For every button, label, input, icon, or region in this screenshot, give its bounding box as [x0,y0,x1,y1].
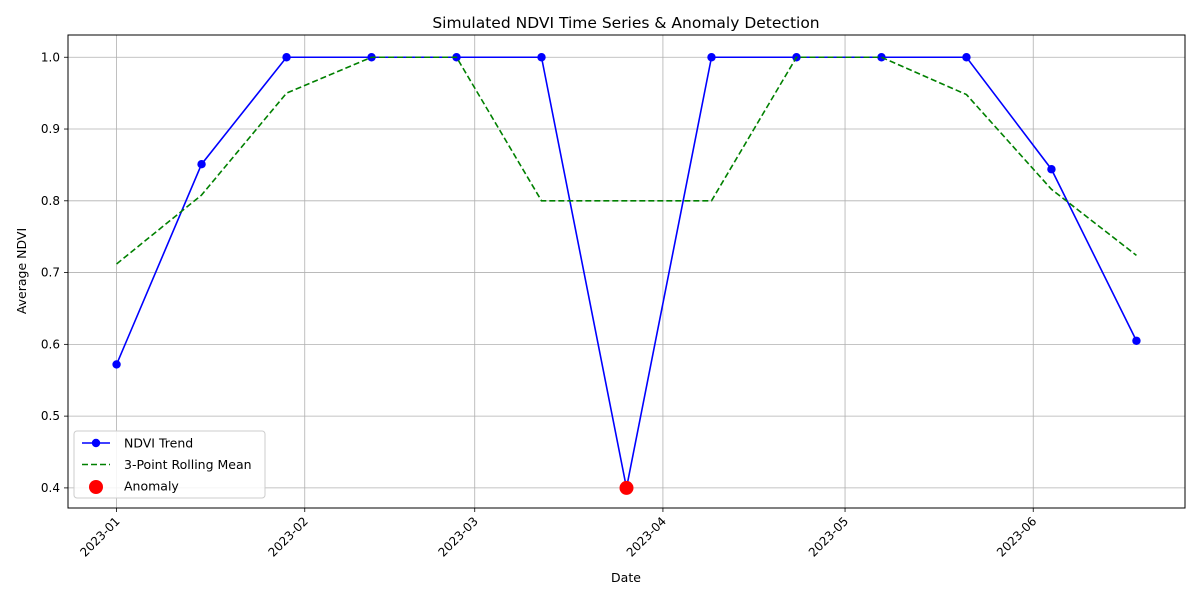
y-tick-label: 0.6 [41,337,60,351]
legend-label: Anomaly [124,479,179,494]
ndvi-point [197,159,206,169]
x-axis-label: Date [611,570,641,585]
ndvi-point [962,53,971,62]
rolling-mean-line [116,56,1137,265]
chart-title: Simulated NDVI Time Series & Anomaly Det… [432,14,819,32]
legend-swatch-dot [89,480,103,494]
y-tick-label: 0.5 [41,409,60,423]
y-tick-label: 0.9 [41,122,60,136]
ndvi-point [707,53,716,62]
ndvi-point [1047,165,1056,174]
series-layer [112,53,1141,495]
ndvi-point [282,53,291,62]
legend-box [73,430,266,499]
ndvi-point [537,53,546,62]
ndvi-point [112,360,121,369]
y-axis-label: Average NDVI [14,228,29,314]
y-tick-label: 1.0 [41,50,60,64]
legend-swatch-marker [91,438,101,448]
y-tick-label: 0.7 [41,266,60,280]
legend-label: 3-Point Rolling Mean [124,457,252,472]
y-tick-label: 0.4 [41,481,60,495]
ndvi-point [1132,336,1141,345]
legend-label: NDVI Trend [124,436,193,451]
legend: NDVI Trend 3-Point Rolling Mean Anomaly [73,430,266,499]
plot-frame [67,34,1186,509]
ndvi-point [877,53,886,62]
anomaly-point [619,480,634,495]
y-tick-label: 0.8 [41,194,60,208]
